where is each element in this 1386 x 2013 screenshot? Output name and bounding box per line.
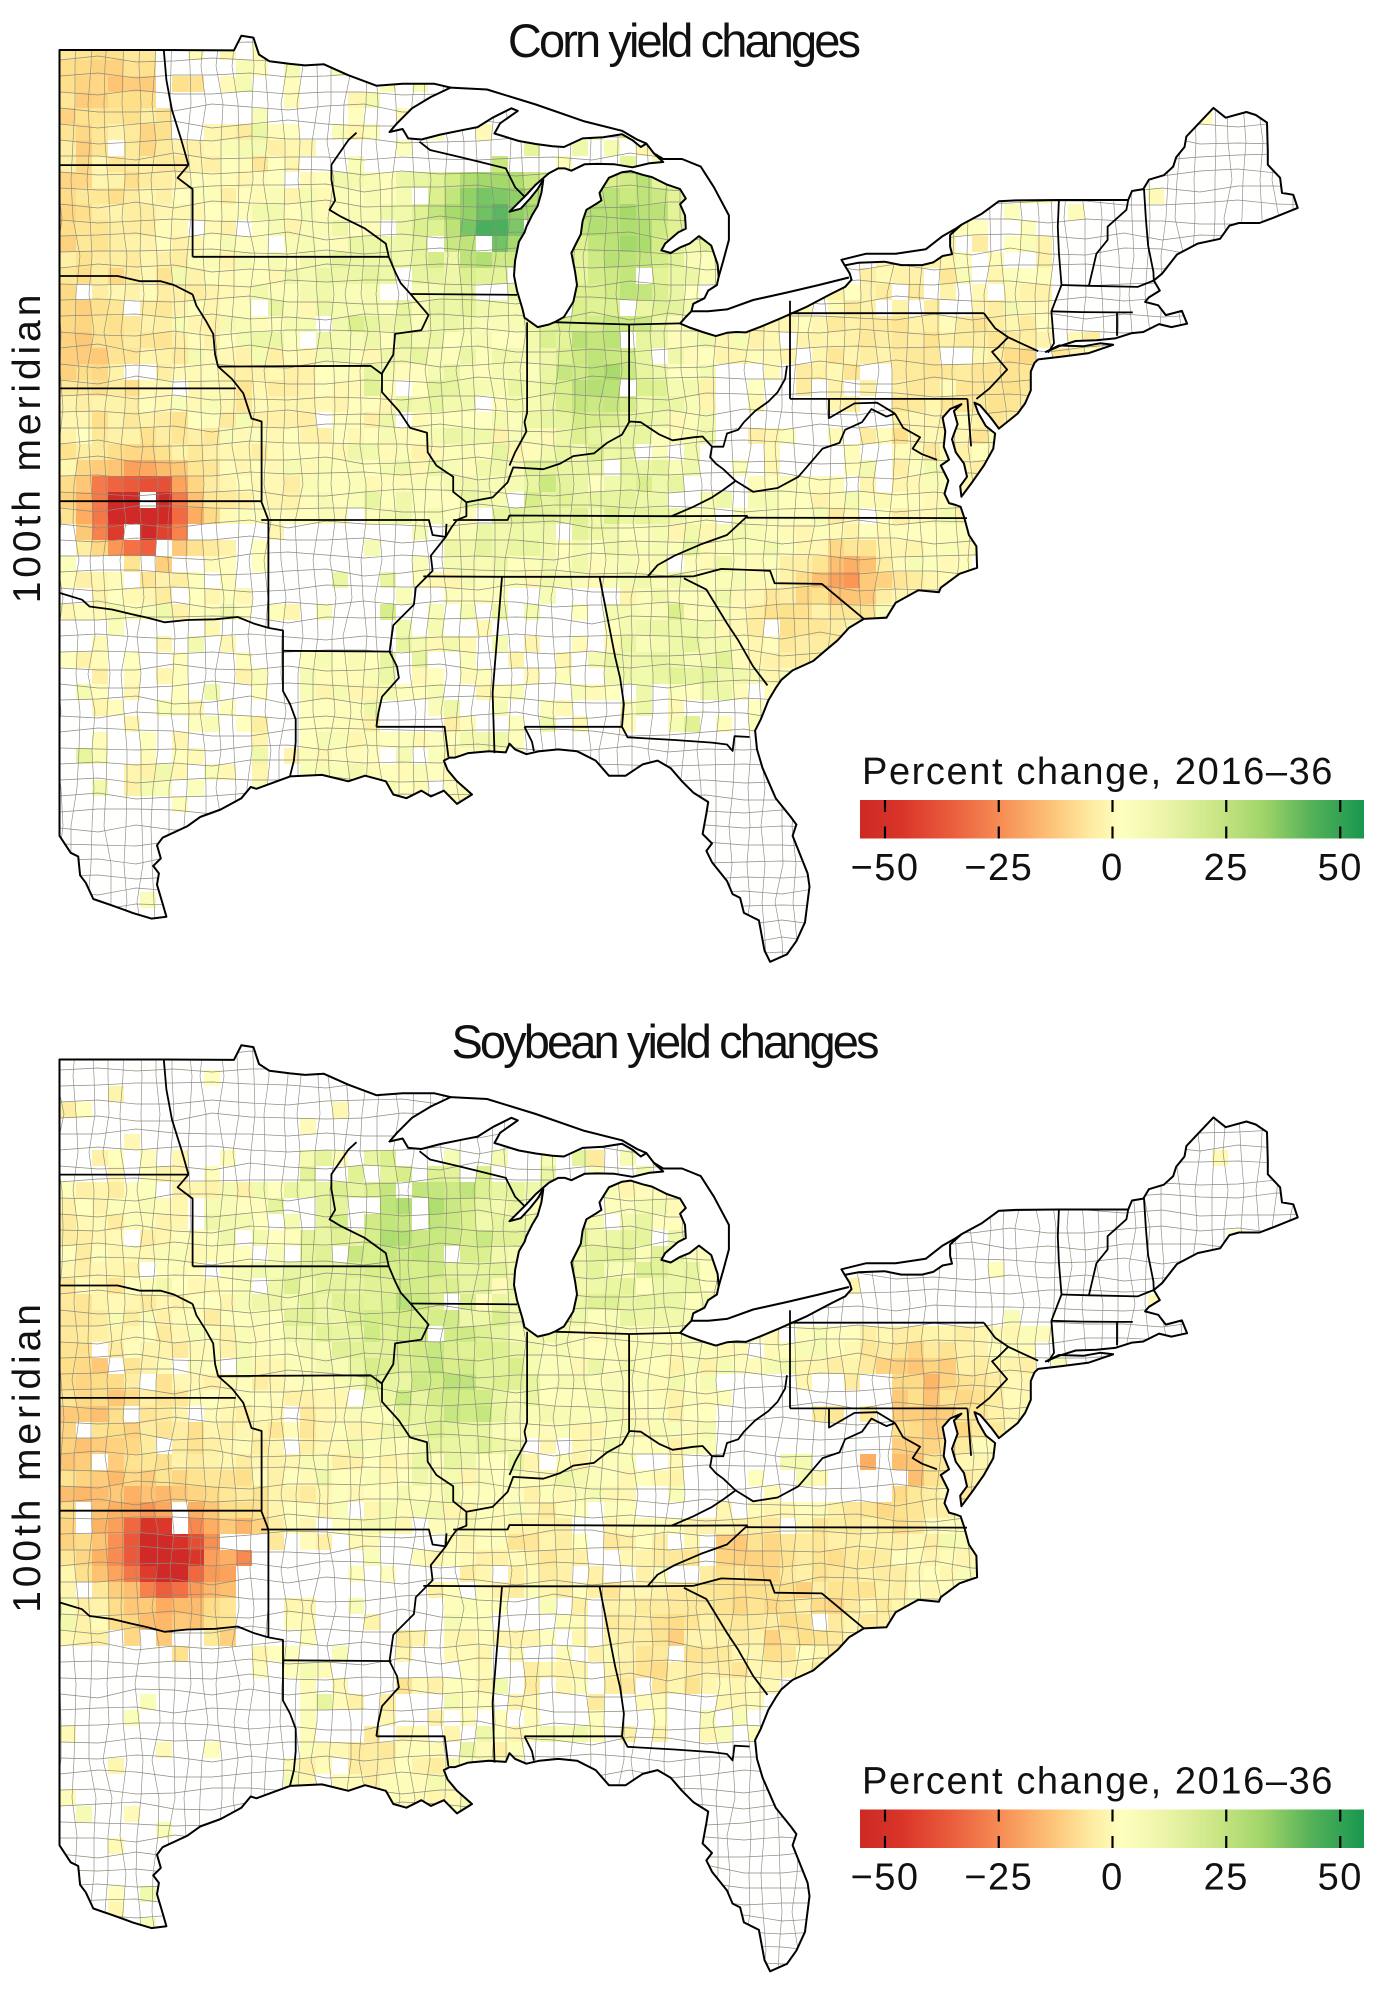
- svg-text:25: 25: [1204, 847, 1249, 889]
- svg-text:Percent change, 2016–36: Percent change, 2016–36: [862, 1761, 1334, 1803]
- svg-text:100th meridian: 100th meridian: [6, 1300, 49, 1613]
- svg-text:Percent change, 2016–36: Percent change, 2016–36: [862, 751, 1334, 793]
- svg-text:0: 0: [1101, 847, 1124, 889]
- svg-text:−25: −25: [964, 847, 1033, 889]
- svg-text:Soybean yield changes: Soybean yield changes: [451, 1015, 878, 1068]
- svg-text:100th meridian: 100th meridian: [6, 291, 49, 604]
- svg-text:50: 50: [1318, 1857, 1363, 1899]
- svg-text:Corn yield changes: Corn yield changes: [508, 14, 860, 67]
- svg-text:0: 0: [1101, 1857, 1124, 1899]
- svg-text:−25: −25: [964, 1857, 1033, 1899]
- svg-text:−50: −50: [851, 1857, 920, 1899]
- svg-text:25: 25: [1204, 1857, 1249, 1899]
- svg-text:−50: −50: [851, 847, 920, 889]
- svg-text:50: 50: [1318, 847, 1363, 889]
